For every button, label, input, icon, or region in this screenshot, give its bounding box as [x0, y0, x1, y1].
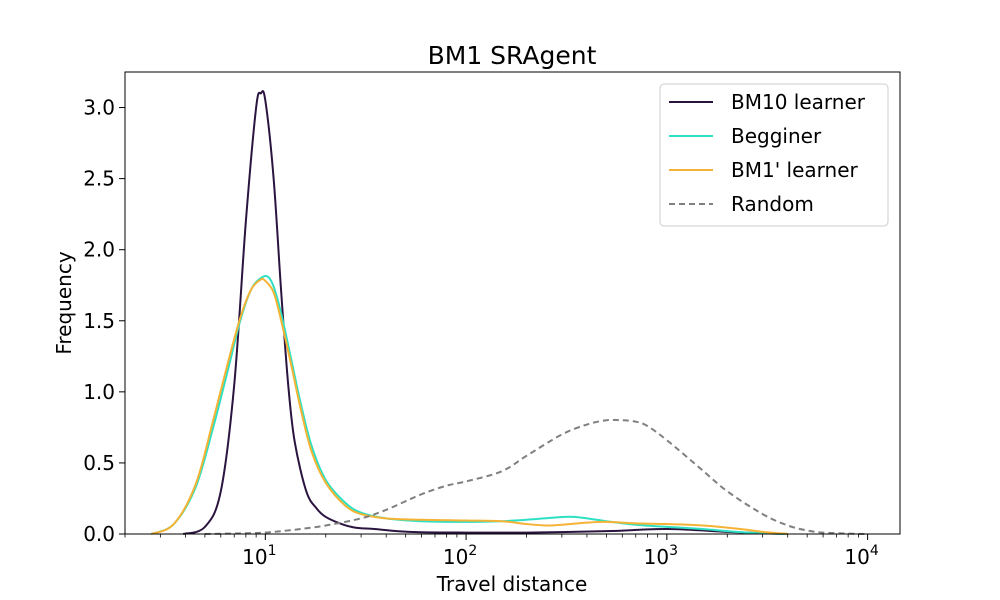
x-tick-base: 10 [443, 545, 468, 569]
legend-label-0: BM10 learner [731, 90, 866, 114]
y-tick-label-5: 2.5 [83, 167, 115, 191]
y-axis-ticks: 0.0 0.5 1.0 1.5 2.0 2.5 3.0 [83, 96, 125, 546]
x-tick-base: 10 [644, 545, 669, 569]
x-axis-ticks: 101 102 103 104 [124, 534, 879, 569]
x-tick-exponent: 1 [268, 543, 277, 559]
legend-label-2: BM1' learner [731, 158, 859, 182]
x-tick-label-1: 102 [443, 543, 477, 569]
y-tick-label-0: 0.0 [83, 522, 115, 546]
legend-box [659, 83, 889, 227]
y-tick-label-4: 2.0 [83, 238, 115, 262]
legend-label-3: Random [731, 192, 814, 216]
legend-label-1: Begginer [731, 124, 822, 148]
y-tick-label-1: 0.5 [83, 451, 115, 475]
series-line-3 [204, 418, 868, 535]
legend-items: BM10 learner Begginer BM1' learner Random [669, 90, 866, 216]
x-tick-exponent: 2 [468, 543, 477, 559]
plot-area: 101 102 103 104 0.00.51.01.52.02.53.0 [83, 71, 901, 569]
series-layer [150, 90, 868, 535]
series-line-1 [150, 274, 788, 535]
y-tick-label-6: 3.0 [83, 96, 115, 120]
x-tick-base: 10 [844, 545, 869, 569]
x-tick-label-2: 103 [644, 543, 678, 569]
x-tick-base: 10 [242, 545, 267, 569]
series-line-0 [182, 90, 788, 535]
x-tick-label-3: 104 [844, 543, 878, 569]
legend: BM10 learner Begginer BM1' learner Random [659, 83, 889, 227]
chart-title: BM1 SRAgent [428, 41, 597, 70]
x-tick-label-0: 101 [242, 543, 276, 569]
x-axis-label: Travel distance [436, 572, 588, 596]
series-line-2 [150, 277, 788, 535]
plot-frame [124, 71, 901, 535]
x-tick-exponent: 3 [669, 543, 678, 559]
y-tick-label-3: 1.5 [83, 309, 115, 333]
y-tick-label-2: 1.0 [83, 380, 115, 404]
x-tick-exponent: 4 [870, 543, 879, 559]
y-axis-label: Frequency [52, 251, 76, 354]
